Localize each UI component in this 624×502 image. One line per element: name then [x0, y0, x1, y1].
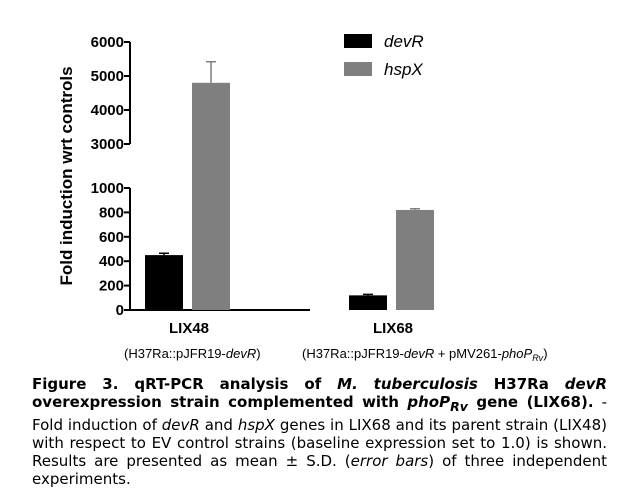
caption-body-post: ) of three independent experiments. [32, 452, 608, 488]
caption-body-gene2: hspX [237, 416, 275, 434]
caption-title-species: M. tuberculosis [337, 375, 478, 393]
y-tick-label: 3000 [91, 136, 124, 153]
y-tick-label: 1000 [91, 180, 124, 197]
bar-hspX-LIX48 [192, 82, 230, 310]
y-tick-label: 5000 [91, 68, 124, 85]
caption-title-gene1: devR [564, 375, 608, 393]
y-tick-label: 0 [116, 302, 124, 319]
x-category-label: LIX48 [169, 320, 209, 337]
caption-body-mid2: genes in LIX68 and its parent strain (LI… [32, 416, 607, 470]
y-tick-label: 600 [99, 229, 124, 246]
caption-title-mid2: overexpression strain complemented with [32, 393, 408, 411]
caption-body-gene1: devR [161, 416, 200, 434]
bar-hspX-LIX68 [396, 209, 434, 310]
y-tick-label: 400 [99, 253, 124, 270]
bar-devR-LIX48 [145, 255, 183, 310]
caption-title-mid1: H37Ra [477, 375, 565, 393]
y-axis-label: Fold induction wrt controls [57, 66, 76, 285]
legend-swatch-hspX [344, 62, 372, 76]
caption-title-post: gene (LIX68). [467, 393, 594, 411]
x-sublabel-lix68: (H37Ra::pJFR19-devR + pMV261-phoPRv) [302, 346, 548, 363]
caption-title-pre: qRT-PCR analysis of [118, 375, 338, 393]
caption-body-mid1: and [199, 416, 238, 434]
caption-title-subscript: Rv [450, 399, 468, 414]
caption-title-gene2: phoP [407, 393, 451, 411]
figure-caption: Figure 3. qRT-PCR analysis of M. tubercu… [32, 375, 607, 488]
legend-label-devR: devR [384, 32, 424, 51]
caption-body-errorbars: error bars [350, 452, 429, 470]
y-tick-label: 800 [99, 204, 124, 221]
caption-label: Figure 3. [32, 375, 119, 393]
y-tick-label: 4000 [91, 102, 124, 119]
y-tick-label: 6000 [91, 34, 124, 51]
legend-swatch-devR [344, 34, 372, 48]
x-sublabel-lix48: (H37Ra::pJFR19-devR) [124, 346, 261, 361]
x-category-label: LIX68 [373, 320, 413, 337]
legend-label-hspX: hspX [384, 60, 423, 79]
bar-devR-LIX68 [349, 295, 387, 310]
y-tick-label: 200 [99, 278, 124, 295]
bar-chart: 3000 4000 5000 6000 0 200 400 600 800 1000 Fold in… [57, 32, 548, 363]
caption-body-pre: -Fold induction of [32, 393, 607, 434]
